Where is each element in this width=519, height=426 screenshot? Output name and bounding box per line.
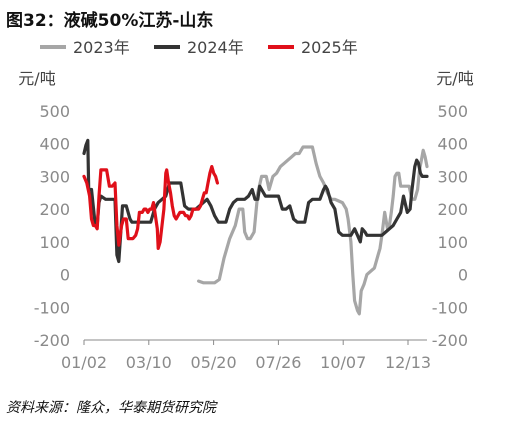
legend: 2023年 2024年 2025年 [40, 38, 358, 57]
y-tick-label-right: 300 [437, 167, 468, 186]
legend-label-2: 2024年 [187, 38, 244, 57]
y-tick-label-left: 100 [39, 233, 70, 252]
legend-label-1: 2023年 [73, 38, 130, 57]
y-tick-label-left: -200 [34, 331, 70, 350]
legend-label-3: 2025年 [301, 38, 358, 57]
x-axis: 01/02 03/10 05/20 07/26 10/07 12/13 [61, 340, 431, 372]
x-tick-label: 05/20 [191, 353, 237, 372]
y-tick-label-left: 0 [60, 266, 70, 285]
y-tick-label-right: 400 [437, 135, 468, 154]
y-axis-right: 500 400 300 200 100 0 -100 -200 [432, 102, 468, 350]
x-tick-label: 07/26 [255, 353, 301, 372]
y-tick-label-right: 200 [437, 200, 468, 219]
y-tick-label-right: 100 [437, 233, 468, 252]
figure-title: 图32：液碱50%江苏-山东 [6, 11, 214, 31]
y-tick-label-right: -100 [432, 298, 468, 317]
x-tick-label: 12/13 [385, 353, 431, 372]
series-line-2 [82, 138, 429, 264]
y-tick-label-left: -100 [34, 298, 70, 317]
source-note: 资料来源：隆众，华泰期货研究院 [6, 400, 216, 416]
x-tick-label: 10/07 [320, 353, 366, 372]
x-tick-label: 01/02 [61, 353, 107, 372]
y-tick-label-left: 500 [39, 102, 70, 121]
x-tick-label: 03/10 [126, 353, 172, 372]
series-layer [82, 138, 429, 316]
y-tick-label-right: -200 [432, 331, 468, 350]
y-tick-label-left: 300 [39, 167, 70, 186]
y-axis-unit-right: 元/吨 [436, 69, 473, 88]
series-line-1 [197, 145, 429, 316]
y-axis-left: 500 400 300 200 100 0 -100 -200 [34, 102, 70, 350]
y-tick-label-right: 500 [437, 102, 468, 121]
y-tick-label-left: 200 [39, 200, 70, 219]
series-line-3 [82, 165, 219, 250]
y-tick-label-left: 400 [39, 135, 70, 154]
y-axis-unit-left: 元/吨 [18, 69, 55, 88]
y-tick-label-right: 0 [458, 266, 468, 285]
